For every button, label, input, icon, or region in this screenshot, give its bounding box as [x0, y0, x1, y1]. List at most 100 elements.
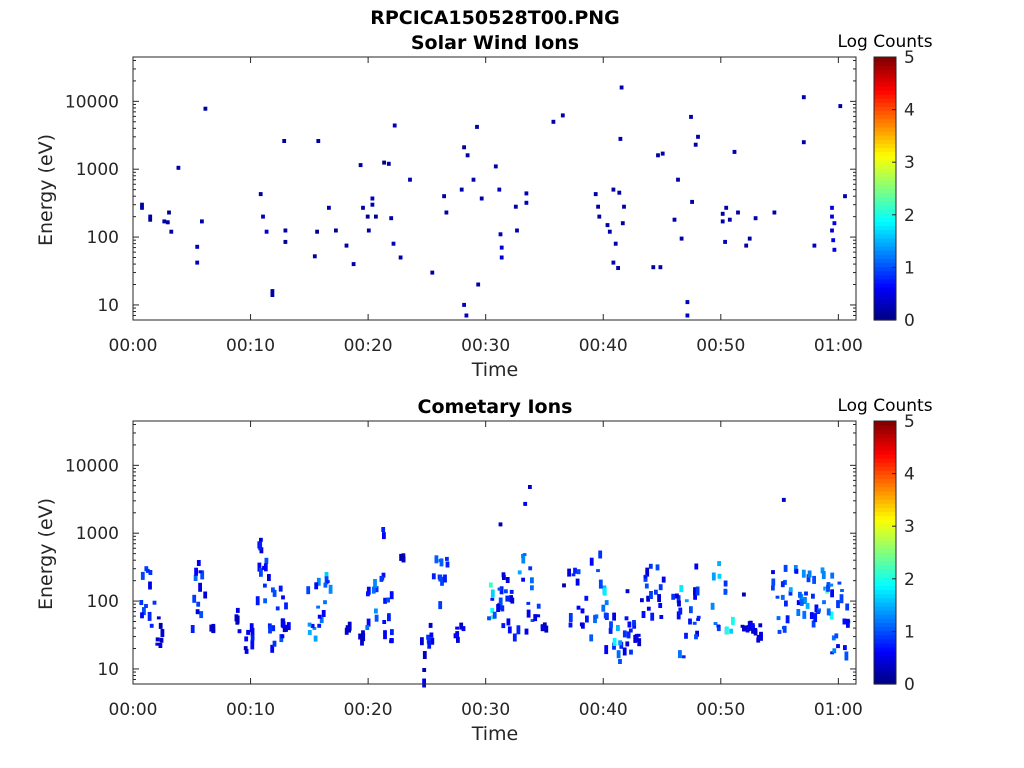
heatmap-cell: [711, 572, 716, 581]
heatmap-cell: [365, 625, 370, 630]
heatmap-cell: [144, 566, 149, 572]
colorbar-segment: [874, 307, 896, 313]
heatmap-cell: [679, 236, 684, 241]
heatmap-cell: [165, 220, 170, 225]
heatmap-cell: [842, 618, 847, 625]
heatmap-cell: [753, 216, 758, 221]
heatmap-cell: [731, 616, 735, 625]
heatmap-cell: [597, 214, 602, 219]
heatmap-cell: [439, 558, 444, 567]
heatmap-cell: [813, 613, 818, 623]
colorbar-tick-label: 3: [904, 153, 915, 173]
colorbar-tick-label: 2: [904, 206, 915, 226]
colorbar-segment: [874, 180, 896, 185]
heatmap-cell: [499, 586, 504, 595]
heatmap-cell: [540, 625, 545, 630]
heatmap-cell: [264, 557, 269, 564]
colorbar-segment: [874, 642, 896, 648]
heatmap-cell: [259, 567, 263, 577]
heatmap-cell: [490, 597, 495, 601]
heatmap-cell: [806, 574, 811, 583]
heatmap-cell: [585, 615, 589, 623]
heatmap-cell: [845, 603, 850, 611]
heatmap-cell: [836, 600, 840, 609]
heatmap-cell: [244, 636, 249, 642]
heatmap-cell: [811, 620, 816, 628]
heatmap-cell: [319, 617, 324, 624]
colorbar-segment: [874, 229, 896, 235]
heatmap-cell: [522, 553, 527, 557]
heatmap-cell: [575, 578, 580, 586]
colorbar-frame: [873, 56, 897, 321]
heatmap-cell: [196, 601, 201, 607]
heatmap-cell: [382, 160, 386, 165]
heatmap-cell: [675, 593, 679, 599]
colorbar-segment: [874, 679, 896, 685]
heatmap-cell: [203, 106, 208, 111]
heatmap-cell: [816, 610, 821, 614]
heatmap-cell: [830, 572, 835, 579]
heatmap-cell: [198, 582, 202, 592]
heatmap-cell: [622, 630, 627, 638]
heatmap-cell: [756, 634, 761, 639]
heatmap-cell: [717, 573, 722, 579]
colorbar-segment: [874, 188, 896, 194]
heatmap-cell: [195, 609, 200, 615]
colorbar-segment: [874, 667, 896, 673]
colorbar-segment: [874, 73, 896, 79]
heatmap-cell: [609, 621, 613, 629]
heatmap-cell: [677, 600, 681, 607]
colorbar-segment: [874, 449, 896, 455]
heatmap-cell: [464, 313, 469, 318]
colorbar-segment: [874, 634, 896, 640]
heatmap-cell: [501, 623, 506, 629]
heatmap-cell: [624, 616, 629, 621]
heatmap-cell: [785, 615, 790, 624]
colorbar-segment: [874, 254, 896, 259]
heatmap-cell: [365, 214, 370, 219]
heatmap-cell: [373, 579, 377, 588]
heatmap-cell: [756, 637, 761, 643]
colorbar-segment: [874, 626, 896, 632]
heatmap-cell: [426, 636, 431, 644]
x-tick-label: 00:20: [344, 700, 393, 720]
heatmap-cell: [817, 608, 821, 612]
heatmap-cell: [720, 219, 725, 224]
y-axis-label: Energy (eV): [35, 134, 57, 246]
colorbar-segment: [874, 536, 896, 541]
heatmap-cell: [530, 585, 534, 591]
panel-cometary: Cometary Ions Time Energy (eV) Log Count…: [35, 396, 933, 745]
heatmap-cell: [282, 139, 287, 143]
heatmap-cell: [716, 624, 721, 628]
y-tick-label: 10000: [65, 456, 119, 476]
heatmap-cell: [562, 583, 566, 588]
heatmap-cell: [344, 243, 349, 248]
heatmap-cell: [643, 578, 648, 582]
heatmap-cell: [194, 567, 198, 576]
heatmap-cell: [834, 633, 839, 639]
heatmap-cell: [622, 647, 627, 656]
colorbar-segment: [874, 283, 896, 288]
heatmap-cell: [689, 606, 693, 614]
heatmap-cell: [619, 85, 624, 90]
heatmap-cell: [777, 629, 782, 634]
colorbar-segment: [874, 204, 896, 210]
heatmap-cell: [832, 648, 837, 654]
heatmap-cell: [640, 598, 644, 603]
colorbar-segment: [874, 655, 896, 660]
heatmap-cell: [596, 204, 600, 209]
heatmap-cell: [830, 228, 834, 233]
heatmap-cell: [798, 591, 802, 598]
colorbar-segment: [874, 237, 896, 243]
heatmap-cell: [528, 566, 533, 571]
heatmap-cell: [684, 599, 689, 603]
heatmap-cell: [262, 565, 266, 570]
heatmap-cell: [281, 595, 285, 600]
heatmap-cell: [408, 177, 412, 182]
heatmap-cell: [389, 638, 394, 644]
colorbar-segment: [874, 159, 896, 165]
heatmap-cell: [244, 648, 249, 654]
colorbar-segment: [874, 593, 896, 599]
heatmap-cell: [524, 628, 529, 635]
heatmap-cell: [513, 204, 518, 209]
